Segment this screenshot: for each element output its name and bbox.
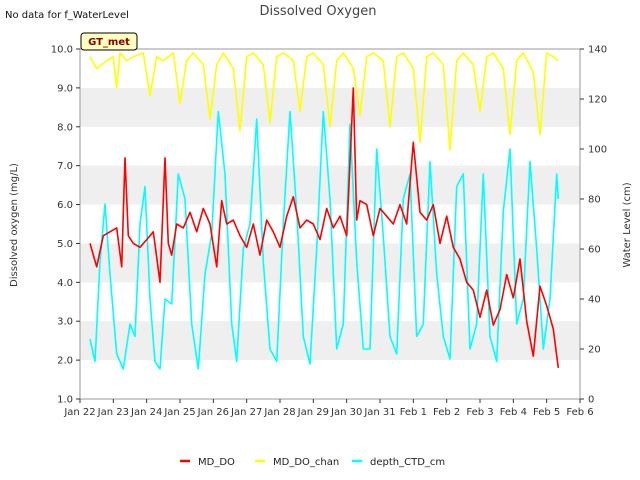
x-tick-label: Feb 1 — [400, 407, 427, 418]
gt-met-badge: GT_met — [80, 32, 138, 51]
y2-tick-label: 140 — [588, 45, 607, 56]
background-bands — [80, 87, 580, 361]
y-tick-label: 4.0 — [57, 278, 73, 289]
y-axis-right: 0 20 40 60 80 100 120 140 — [580, 45, 607, 406]
y-tick-label: 1.0 — [57, 395, 73, 406]
y2-tick-label: 20 — [588, 345, 601, 356]
x-tick-label: Jan 24 — [130, 407, 162, 418]
y-axis-left: 1.0 2.0 3.0 4.0 5.0 6.0 7.0 8.0 9.0 10.0 — [51, 45, 80, 406]
x-tick-label: Jan 27 — [230, 407, 262, 418]
x-tick-label: Feb 4 — [500, 407, 527, 418]
x-tick-label: Feb 5 — [533, 407, 560, 418]
x-tick-label: Jan 25 — [163, 407, 195, 418]
y2-tick-label: 60 — [588, 245, 601, 256]
y2-tick-label: 0 — [588, 395, 594, 406]
y2-tick-label: 120 — [588, 95, 607, 106]
gt-met-badge-label: GT_met — [88, 37, 130, 48]
x-tick-label: Jan 23 — [97, 407, 129, 418]
y-tick-label: 5.0 — [57, 239, 73, 250]
legend: MD_DO MD_DO_chan depth_CTD_cm — [180, 457, 445, 468]
y-tick-label: 3.0 — [57, 317, 73, 328]
x-tick-label: Feb 3 — [466, 407, 493, 418]
x-tick-label: Jan 26 — [197, 407, 229, 418]
no-data-note: No data for f_WaterLevel — [5, 10, 129, 21]
y2-tick-label: 100 — [588, 145, 607, 156]
x-tick-label: Feb 6 — [566, 407, 593, 418]
x-tick-label: Jan 30 — [330, 407, 362, 418]
y-tick-label: 2.0 — [57, 356, 73, 367]
y2-tick-label: 40 — [588, 295, 601, 306]
x-axis: Jan 22 Jan 23 Jan 24 Jan 25 Jan 26 Jan 27 Jan … — [63, 399, 594, 418]
y-tick-label: 6.0 — [57, 200, 73, 211]
chart-title: Dissolved Oxygen — [260, 4, 377, 19]
series-line-md-do-chan — [89, 52, 559, 151]
series-line-depth-ctd-cm — [89, 110, 560, 370]
y-tick-label: 9.0 — [57, 83, 73, 94]
plot-border — [79, 48, 581, 400]
y2-axis-label: Water Level (cm) — [622, 182, 633, 267]
grid-band — [80, 243, 580, 283]
plot-frame — [79, 48, 581, 400]
x-tick-label: Jan 28 — [263, 407, 295, 418]
y-axis-label: Dissolved oxygen (mg/L) — [9, 163, 20, 287]
x-tick-label: Feb 2 — [433, 407, 460, 418]
series-line-md-do — [89, 87, 560, 369]
y-tick-label: 7.0 — [57, 161, 73, 172]
y-tick-label: 8.0 — [57, 122, 73, 133]
legend-label: MD_DO — [198, 457, 235, 468]
x-tick-label: Jan 31 — [363, 407, 395, 418]
x-tick-label: Jan 22 — [63, 407, 95, 418]
series-lines — [89, 52, 560, 370]
x-tick-label: Jan 29 — [297, 407, 329, 418]
legend-label: depth_CTD_cm — [370, 457, 445, 468]
legend-label: MD_DO_chan — [273, 457, 339, 468]
y2-tick-label: 80 — [588, 195, 601, 206]
y-tick-label: 10.0 — [51, 45, 73, 56]
